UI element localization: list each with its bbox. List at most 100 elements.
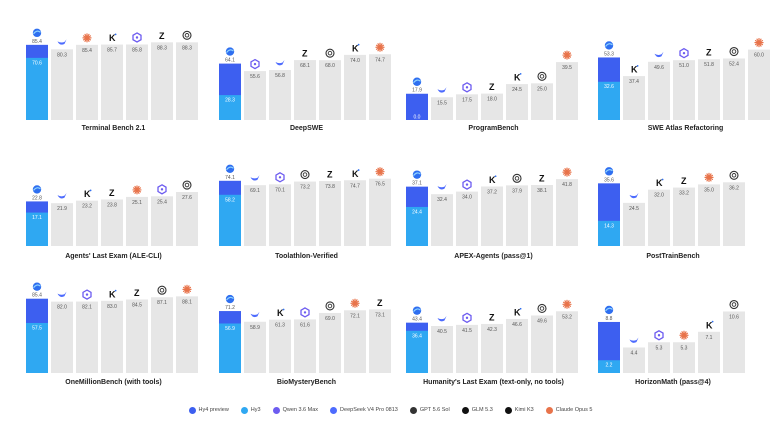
value-label: 83.0 — [107, 304, 117, 310]
value-label: 82.0 — [57, 305, 67, 311]
qwen-icon — [132, 32, 142, 43]
legend-label: DeepSeek V4 Pro 0813 — [340, 407, 398, 413]
value-label: 38.1 — [537, 188, 547, 194]
bar — [244, 185, 266, 246]
bar — [673, 187, 695, 246]
bar — [244, 321, 266, 373]
qwen-icon — [462, 312, 472, 324]
svg-text:Z: Z — [489, 312, 495, 322]
bar — [748, 49, 770, 120]
bar — [151, 196, 173, 246]
kimi-icon: K — [514, 307, 522, 317]
hy4p-icon — [412, 170, 422, 179]
ds-icon — [654, 51, 664, 58]
chart-panel: 28.3 64.1 55.6 56.8 68.1 Z 68.0 74.0 K 74.7 DeepSW… — [219, 42, 391, 132]
kimi-icon: K — [109, 289, 117, 299]
kimi-icon: K — [352, 169, 360, 179]
ds-icon — [57, 39, 67, 45]
claude-icon — [562, 167, 572, 177]
inner-bar — [598, 220, 620, 246]
legend-item-hy3: Hy3 — [240, 406, 261, 414]
bar — [556, 62, 578, 120]
bar — [531, 83, 553, 120]
gpt-icon — [182, 180, 192, 190]
value-label: 24.5 — [512, 87, 522, 93]
value-label: 5.3 — [681, 345, 688, 351]
svg-text:K: K — [352, 169, 359, 179]
chart-legend: Hy4 preview Hy3 Qwen 3.6 Max DeepSeek V4 Pr… — [0, 403, 781, 417]
value-label: 80.3 — [57, 52, 67, 58]
value-label: 82.1 — [82, 305, 92, 311]
svg-text:K: K — [489, 175, 496, 185]
value-label: 88.3 — [157, 45, 167, 51]
bar — [344, 310, 366, 373]
bar — [723, 182, 745, 246]
value-label: 24.5 — [629, 206, 639, 212]
glm-icon: Z — [377, 298, 383, 308]
value-label: 85.8 — [132, 47, 142, 53]
value-label: 49.6 — [654, 65, 664, 71]
value-label: 58.9 — [250, 325, 260, 331]
claude-icon — [679, 330, 689, 340]
claude-icon — [704, 172, 714, 182]
chart-panel: 0.0 17.9 15.5 17.5 18.0 Z 24.5 K 25.0 39.5 Program… — [406, 50, 578, 132]
qwen-icon — [679, 47, 689, 59]
gpt-icon — [729, 299, 739, 310]
ds-icon — [250, 175, 260, 181]
legend-item-glm: GLM 5.3 — [461, 406, 493, 414]
panel-title: DeepSWE — [290, 125, 323, 132]
gpt-icon — [325, 301, 335, 311]
inner-bar — [598, 81, 620, 120]
svg-text:K: K — [84, 189, 91, 199]
bar — [531, 185, 553, 246]
value-label: 68.1 — [300, 63, 310, 69]
qwen-icon — [250, 58, 260, 70]
ds-icon — [437, 184, 447, 190]
bar — [269, 184, 291, 246]
kimi-icon: K — [706, 320, 714, 330]
bar — [431, 326, 453, 373]
qwen-icon — [157, 184, 167, 195]
value-label: 73.2 — [300, 185, 310, 191]
bar — [294, 181, 316, 246]
qwen-icon — [82, 289, 92, 300]
claude-icon — [562, 50, 572, 60]
bar — [673, 60, 695, 120]
inner-bar — [219, 194, 241, 246]
value-label: 37.1 — [412, 181, 422, 187]
value-label: 51.8 — [704, 62, 714, 68]
bar — [623, 202, 645, 246]
bar — [506, 318, 528, 373]
value-label: 23.8 — [107, 202, 117, 208]
glm-icon: Z — [539, 174, 545, 184]
hy4p-icon — [225, 294, 235, 304]
value-label: 56.8 — [275, 73, 285, 79]
bar — [51, 203, 73, 246]
kimi-icon: K — [109, 33, 117, 43]
bar — [698, 331, 720, 373]
legend-label: Hy4 preview — [198, 407, 229, 413]
legend-label: GLM 5.3 — [471, 407, 493, 413]
value-label: 69.1 — [250, 188, 260, 194]
ds-icon — [330, 406, 338, 414]
svg-text:Z: Z — [302, 49, 308, 59]
value-label: 21.9 — [57, 206, 67, 212]
panel-title: OneMillionBench (with tools) — [65, 379, 161, 386]
svg-text:K: K — [352, 43, 359, 53]
chart-panel: 57.5 85.4 82.0 82.1 83.0 K 84.5 Z 87.1 88.1 OneMil… — [26, 282, 198, 386]
value-label: 76.5 — [375, 182, 385, 188]
bar — [506, 84, 528, 120]
value-label: 85.7 — [107, 48, 117, 54]
svg-text:K: K — [109, 33, 116, 43]
bar — [556, 179, 578, 246]
svg-text:K: K — [514, 73, 521, 83]
bar — [481, 323, 503, 373]
value-label: 34.0 — [462, 195, 472, 201]
kimi-icon: K — [352, 43, 360, 53]
value-label: 10.6 — [729, 315, 739, 321]
hy4p-icon — [225, 164, 235, 173]
inner-value-label: 58.2 — [225, 197, 235, 203]
svg-text:K: K — [109, 289, 116, 299]
inner-value-label: 0.0 — [414, 115, 421, 121]
